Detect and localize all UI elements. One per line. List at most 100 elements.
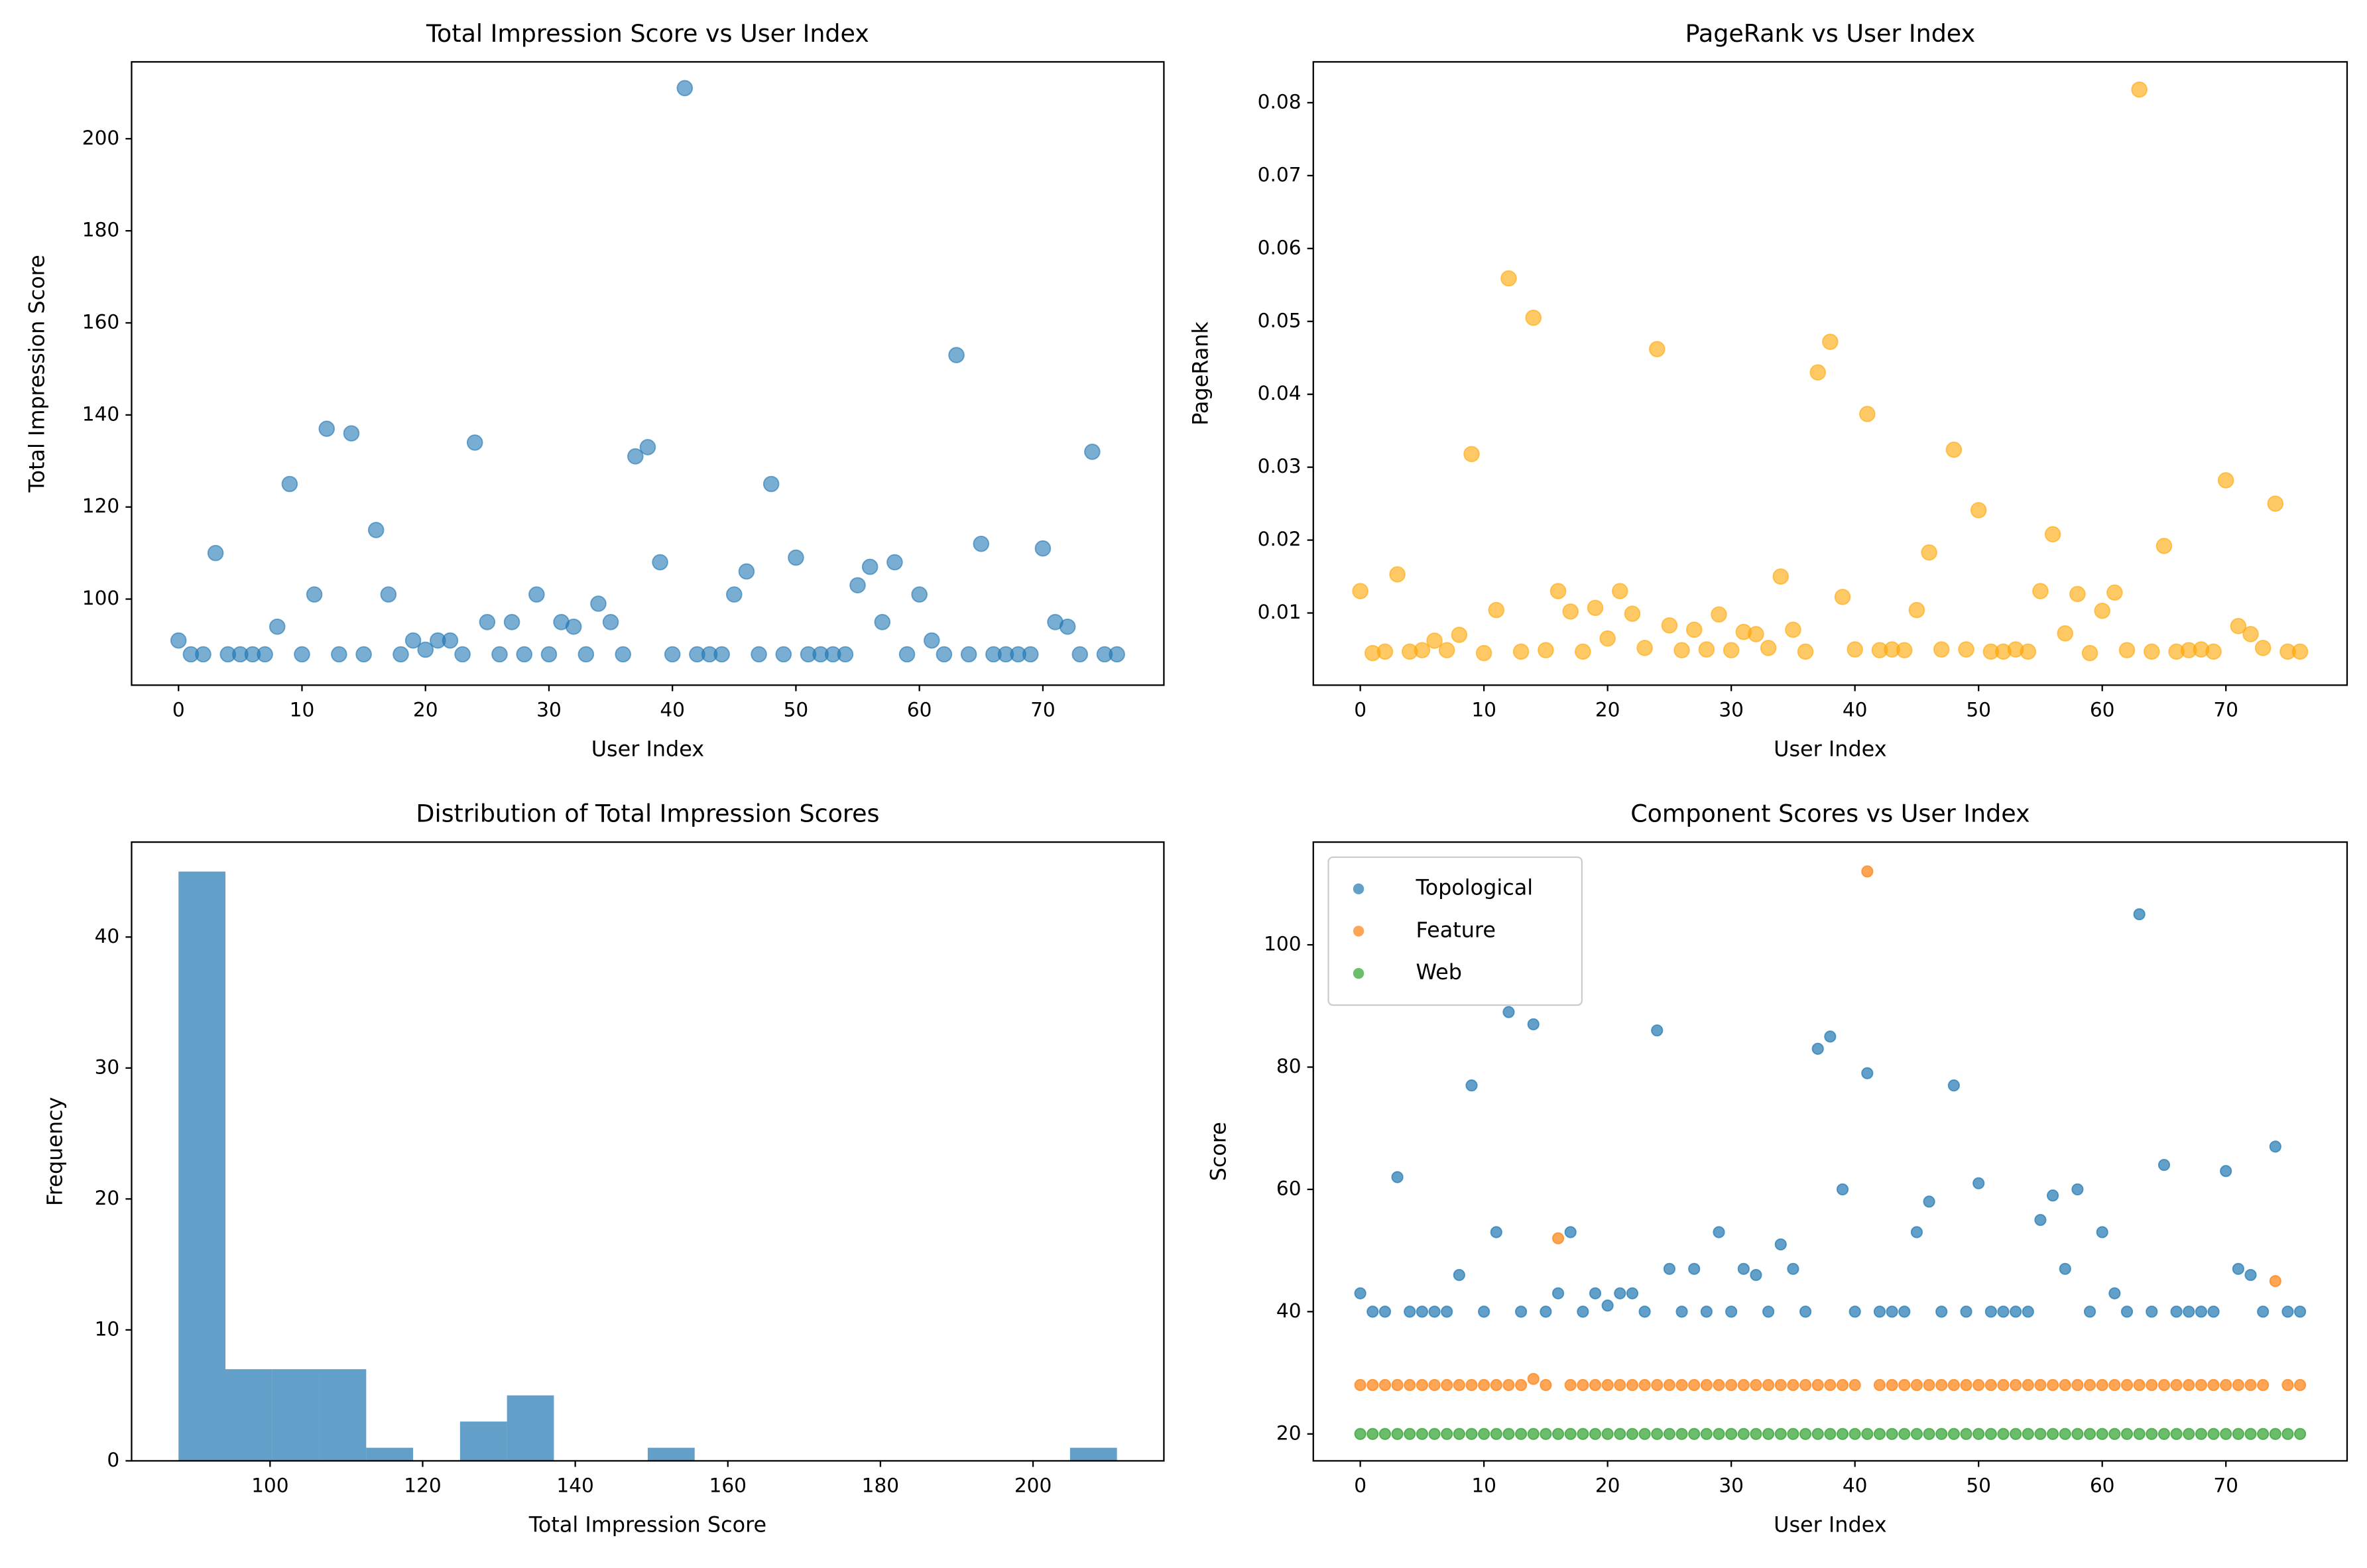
x-tick-label: 50 [1966,699,1991,721]
point [1352,583,1368,599]
point [1824,1378,1837,1392]
point [1923,1195,1935,1208]
point [1685,621,1703,638]
point [1997,1427,2010,1440]
point [1898,1305,1911,1318]
point [726,586,743,603]
point [1428,1378,1441,1392]
point [1589,1378,1602,1392]
point [1416,1305,1428,1318]
point [1849,1427,1861,1440]
y-tick-label: 0.03 [1258,455,1302,477]
point [2267,495,2284,512]
x-tick-label: 30 [1719,1475,1744,1497]
point [1997,1305,2010,1318]
point [1378,1427,1392,1440]
hist-bar [507,1395,554,1461]
point [2083,1378,2096,1392]
point [676,80,694,97]
point [1958,641,1974,658]
point [1540,1427,1552,1440]
point [1750,1427,1762,1440]
point [911,586,928,603]
y-tick-label: 180 [82,219,119,241]
y-tick-label: 160 [82,310,119,333]
x-tick-label: 160 [709,1475,747,1497]
point [540,646,558,663]
point [2108,1287,2121,1299]
y-tick-label: 10 [95,1317,120,1340]
point [1787,1262,1799,1275]
point [1084,444,1101,460]
point [1366,1378,1379,1392]
point [639,439,656,455]
point [2010,1427,2022,1440]
point [294,646,310,663]
y-tick-label: 100 [1264,933,1301,955]
x-tick-label: 40 [1843,699,1868,721]
point [861,558,879,575]
point [1984,1305,1997,1318]
point [1463,446,1480,463]
y-tick-label: 0.07 [1258,163,1302,186]
point [1034,540,1052,557]
axes-frame [1312,61,2348,686]
point [2059,1262,2071,1275]
point [762,475,780,493]
x-tick-label: 20 [1595,1475,1620,1497]
point [1601,1299,1614,1312]
point [1799,1427,1812,1440]
x-tick-label: 120 [404,1475,441,1497]
point [2269,1140,2281,1153]
point [1651,1024,1664,1037]
point [1861,1427,1874,1440]
point [1809,364,1827,381]
x-tick-label: 60 [907,699,932,721]
point [788,549,804,566]
point [1947,1079,1960,1092]
point [1923,1427,1935,1440]
point [503,613,520,631]
point [1648,341,1666,357]
point [1997,1378,2010,1392]
point [1490,1427,1502,1440]
point [2146,1427,2158,1440]
point [1886,1427,1898,1440]
point [1638,1378,1651,1392]
point [1984,1378,1997,1392]
point [2059,1378,2071,1392]
point [1577,1305,1589,1318]
point [2257,1378,2270,1392]
point [1376,643,1394,660]
point [1947,1427,1960,1440]
axes-frame [131,841,1165,1462]
point [207,544,224,562]
point [2046,1427,2059,1440]
point [269,618,286,635]
point [2032,583,2049,599]
point [1564,1378,1577,1392]
x-tick-label: 10 [290,699,315,721]
y-tick-label: 100 [82,587,119,609]
x-tick-label: 70 [2213,699,2238,721]
point [2244,1268,2257,1282]
point [1836,1427,1849,1440]
hist-bar [225,1369,273,1461]
point [1861,865,1874,878]
point [738,563,755,580]
hist-bar [1069,1447,1117,1461]
point [1438,642,1455,658]
point [516,646,532,663]
point [2108,1427,2121,1440]
point [565,618,582,635]
point [2022,1427,2034,1440]
x-tick-label: 0 [1354,699,1366,721]
point [1886,1378,1898,1392]
y-axis-label: Frequency [42,1097,68,1206]
point [2096,1378,2108,1392]
point [2254,640,2272,656]
point [1824,1030,1837,1043]
point [1391,1171,1404,1183]
point [1663,1262,1676,1275]
